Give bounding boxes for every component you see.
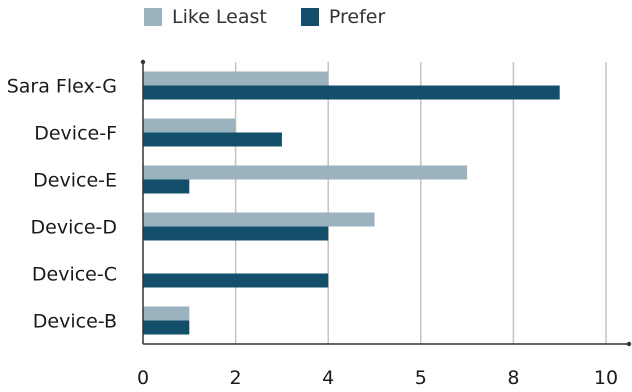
bar-like-least-2 xyxy=(143,165,468,180)
bar-prefer-2 xyxy=(143,179,190,194)
bar-prefer-5 xyxy=(143,320,190,335)
legend-label-like-least: Like Least xyxy=(172,6,267,28)
legend-label-prefer: Prefer xyxy=(328,6,386,28)
y-axis-end-dot xyxy=(140,59,146,65)
x-tick-label-2: 4 xyxy=(322,367,334,389)
bar-prefer-4 xyxy=(143,273,329,288)
x-axis-end-dot xyxy=(626,341,632,347)
bar-prefer-0 xyxy=(143,85,560,100)
category-label-5: Device-B xyxy=(33,311,117,333)
category-label-2: Device-E xyxy=(33,170,117,192)
category-label-1: Device-F xyxy=(34,123,117,145)
bar-prefer-1 xyxy=(143,132,282,147)
bar-like-least-5 xyxy=(143,306,190,321)
chart-legend: Like Least Prefer xyxy=(144,6,385,28)
x-tick-label-3: 5 xyxy=(415,367,427,389)
x-tick-label-1: 2 xyxy=(230,367,242,389)
bar-like-least-0 xyxy=(143,71,329,86)
category-label-3: Device-D xyxy=(31,217,117,239)
legend-swatch-prefer xyxy=(300,8,319,26)
bar-prefer-3 xyxy=(143,226,329,241)
category-label-0: Sara Flex-G xyxy=(7,76,117,98)
legend-item-prefer: Prefer xyxy=(300,6,386,28)
x-tick-label-5: 10 xyxy=(594,367,618,389)
legend-item-like-least: Like Least xyxy=(144,6,267,28)
bar-like-least-3 xyxy=(143,212,375,227)
x-tick-label-4: 8 xyxy=(507,367,519,389)
x-tick-label-0: 0 xyxy=(137,367,149,389)
bar-like-least-1 xyxy=(143,118,236,133)
legend-swatch-like-least xyxy=(144,8,162,26)
category-label-4: Device-C xyxy=(32,264,117,286)
